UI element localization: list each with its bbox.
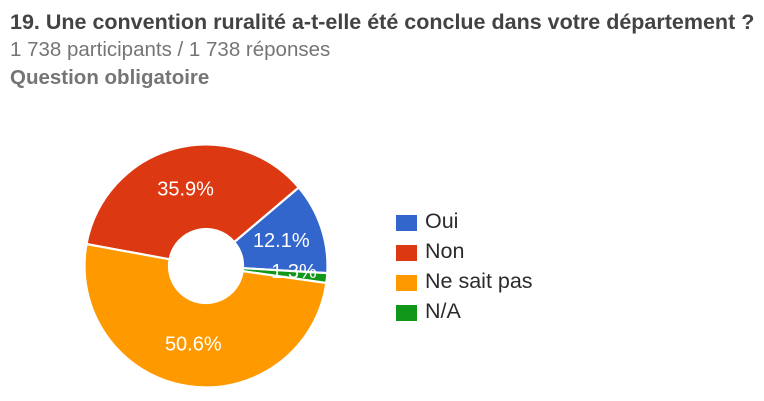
svg-text:1.3%: 1.3% (271, 261, 317, 283)
svg-text:50.6%: 50.6% (165, 333, 222, 355)
svg-text:35.9%: 35.9% (157, 178, 214, 200)
svg-text:12.1%: 12.1% (253, 230, 310, 252)
